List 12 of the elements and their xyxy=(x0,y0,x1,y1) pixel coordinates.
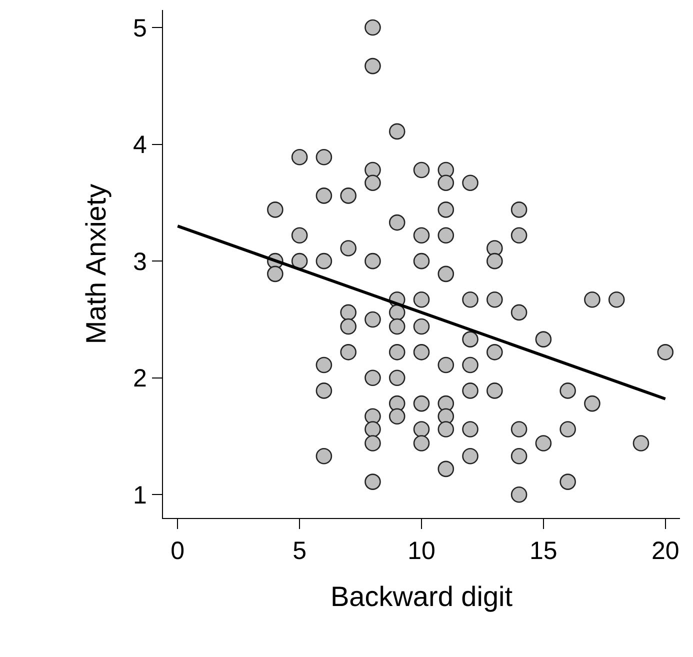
y-tick-label: 2 xyxy=(132,364,147,393)
x-axis-title: Backward digit xyxy=(330,581,513,612)
x-tick-label: 10 xyxy=(408,537,436,566)
x-tick-label: 5 xyxy=(292,537,307,566)
y-tick-label: 1 xyxy=(132,481,147,510)
x-tick-label: 0 xyxy=(170,537,185,566)
y-tick-label: 3 xyxy=(132,248,147,276)
x-tick-label: 20 xyxy=(651,537,680,566)
y-tick-label: 5 xyxy=(132,14,147,42)
y-tick-label: 4 xyxy=(132,131,147,160)
x-tick-label: 15 xyxy=(530,537,558,566)
y-axis-title: Math Anxiety xyxy=(80,184,112,344)
